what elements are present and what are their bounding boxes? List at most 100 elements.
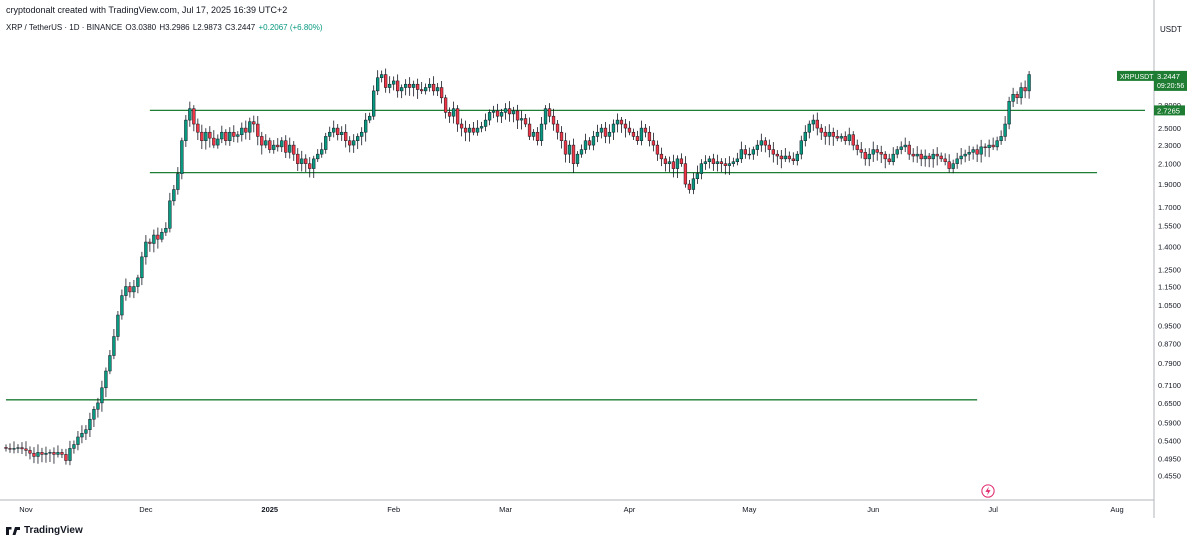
candle-down[interactable] xyxy=(819,127,823,133)
candle-down[interactable] xyxy=(4,447,8,449)
candle-up[interactable] xyxy=(735,158,740,162)
candle-up[interactable] xyxy=(140,256,144,279)
candle-up[interactable] xyxy=(435,87,440,92)
candle-up[interactable] xyxy=(639,127,644,141)
candle-down[interactable] xyxy=(831,131,835,137)
candle-up[interactable] xyxy=(320,149,324,155)
candle-down[interactable] xyxy=(535,131,540,141)
candle-up[interactable] xyxy=(1027,74,1031,92)
candle-down[interactable] xyxy=(463,127,468,133)
candle-up[interactable] xyxy=(999,136,1003,141)
candle-down[interactable] xyxy=(919,153,923,160)
candle-down[interactable] xyxy=(939,155,943,160)
candle-down[interactable] xyxy=(975,149,979,155)
candle-down[interactable] xyxy=(308,163,312,169)
candle-up[interactable] xyxy=(300,158,304,164)
candle-down[interactable] xyxy=(196,123,200,133)
candle-up[interactable] xyxy=(76,436,80,445)
candle-down[interactable] xyxy=(439,87,444,99)
candle-down[interactable] xyxy=(603,127,608,137)
candle-up[interactable] xyxy=(368,115,372,121)
candle-up[interactable] xyxy=(931,153,935,160)
candle-down[interactable] xyxy=(559,131,564,141)
candle-up[interactable] xyxy=(871,149,875,155)
candle-up[interactable] xyxy=(607,131,612,137)
candle-down[interactable] xyxy=(208,131,212,139)
candle-down[interactable] xyxy=(723,163,728,166)
candle-up[interactable] xyxy=(667,161,672,164)
candle-up[interactable] xyxy=(955,158,959,164)
candle-up[interactable] xyxy=(68,448,72,461)
candle-up[interactable] xyxy=(575,153,580,164)
candle-up[interactable] xyxy=(220,131,224,140)
candle-down[interactable] xyxy=(779,155,783,160)
candle-up[interactable] xyxy=(176,173,180,190)
candle-up[interactable] xyxy=(451,108,456,117)
candle-up[interactable] xyxy=(360,131,364,137)
candle-up[interactable] xyxy=(288,144,292,153)
candle-up[interactable] xyxy=(531,131,536,137)
candle-down[interactable] xyxy=(507,108,512,115)
candle-up[interactable] xyxy=(104,370,108,389)
candle-down[interactable] xyxy=(60,452,64,455)
candle-up[interactable] xyxy=(427,83,432,88)
candle-down[interactable] xyxy=(651,140,656,146)
candle-up[interactable] xyxy=(44,452,48,455)
candle-up[interactable] xyxy=(16,447,20,449)
candle-down[interactable] xyxy=(775,153,779,157)
candle-down[interactable] xyxy=(156,234,160,240)
candle-down[interactable] xyxy=(212,137,216,146)
candle-down[interactable] xyxy=(455,108,460,125)
candle-down[interactable] xyxy=(787,155,791,160)
candle-down[interactable] xyxy=(683,163,688,185)
candle-up[interactable] xyxy=(811,119,815,125)
candle-up[interactable] xyxy=(595,131,600,137)
candle-up[interactable] xyxy=(751,149,755,155)
candle-down[interactable] xyxy=(32,452,36,457)
candle-up[interactable] xyxy=(180,140,184,174)
candle-up[interactable] xyxy=(236,134,240,137)
candle-up[interactable] xyxy=(795,153,799,162)
candle-down[interactable] xyxy=(659,153,664,160)
candle-down[interactable] xyxy=(128,286,132,293)
candle-down[interactable] xyxy=(396,80,400,92)
candle-down[interactable] xyxy=(711,158,716,164)
candle-up[interactable] xyxy=(96,402,100,410)
candle-down[interactable] xyxy=(336,127,340,135)
candle-down[interactable] xyxy=(471,127,476,133)
candle-down[interactable] xyxy=(148,241,152,244)
candle-up[interactable] xyxy=(543,108,548,125)
candle-up[interactable] xyxy=(411,83,416,88)
candle-up[interactable] xyxy=(963,153,967,157)
candle-up[interactable] xyxy=(691,178,696,190)
candle-down[interactable] xyxy=(719,161,724,164)
candle-down[interactable] xyxy=(851,134,855,146)
candle-up[interactable] xyxy=(491,110,496,113)
candle-down[interactable] xyxy=(643,127,648,133)
candle-down[interactable] xyxy=(563,140,568,155)
candle-down[interactable] xyxy=(619,119,624,125)
candle-up[interactable] xyxy=(84,429,88,434)
candle-up[interactable] xyxy=(280,140,284,148)
candle-down[interactable] xyxy=(771,149,775,155)
candle-down[interactable] xyxy=(679,158,684,164)
candle-up[interactable] xyxy=(136,277,140,287)
candle-up[interactable] xyxy=(204,131,208,141)
candle-up[interactable] xyxy=(264,140,268,146)
candle-up[interactable] xyxy=(899,146,903,150)
candle-down[interactable] xyxy=(344,131,348,141)
candle-up[interactable] xyxy=(499,112,504,117)
candle-down[interactable] xyxy=(192,108,196,125)
candle-up[interactable] xyxy=(903,144,907,148)
candle-down[interactable] xyxy=(244,127,248,133)
candle-up[interactable] xyxy=(675,158,680,169)
candle-up[interactable] xyxy=(747,153,751,156)
candle-up[interactable] xyxy=(739,149,744,160)
candle-down[interactable] xyxy=(859,149,863,153)
candle-up[interactable] xyxy=(967,152,971,155)
candle-down[interactable] xyxy=(815,119,819,129)
candle-down[interactable] xyxy=(495,110,500,117)
candle-down[interactable] xyxy=(8,448,12,450)
candle-up[interactable] xyxy=(92,409,96,420)
candle-down[interactable] xyxy=(384,74,388,88)
